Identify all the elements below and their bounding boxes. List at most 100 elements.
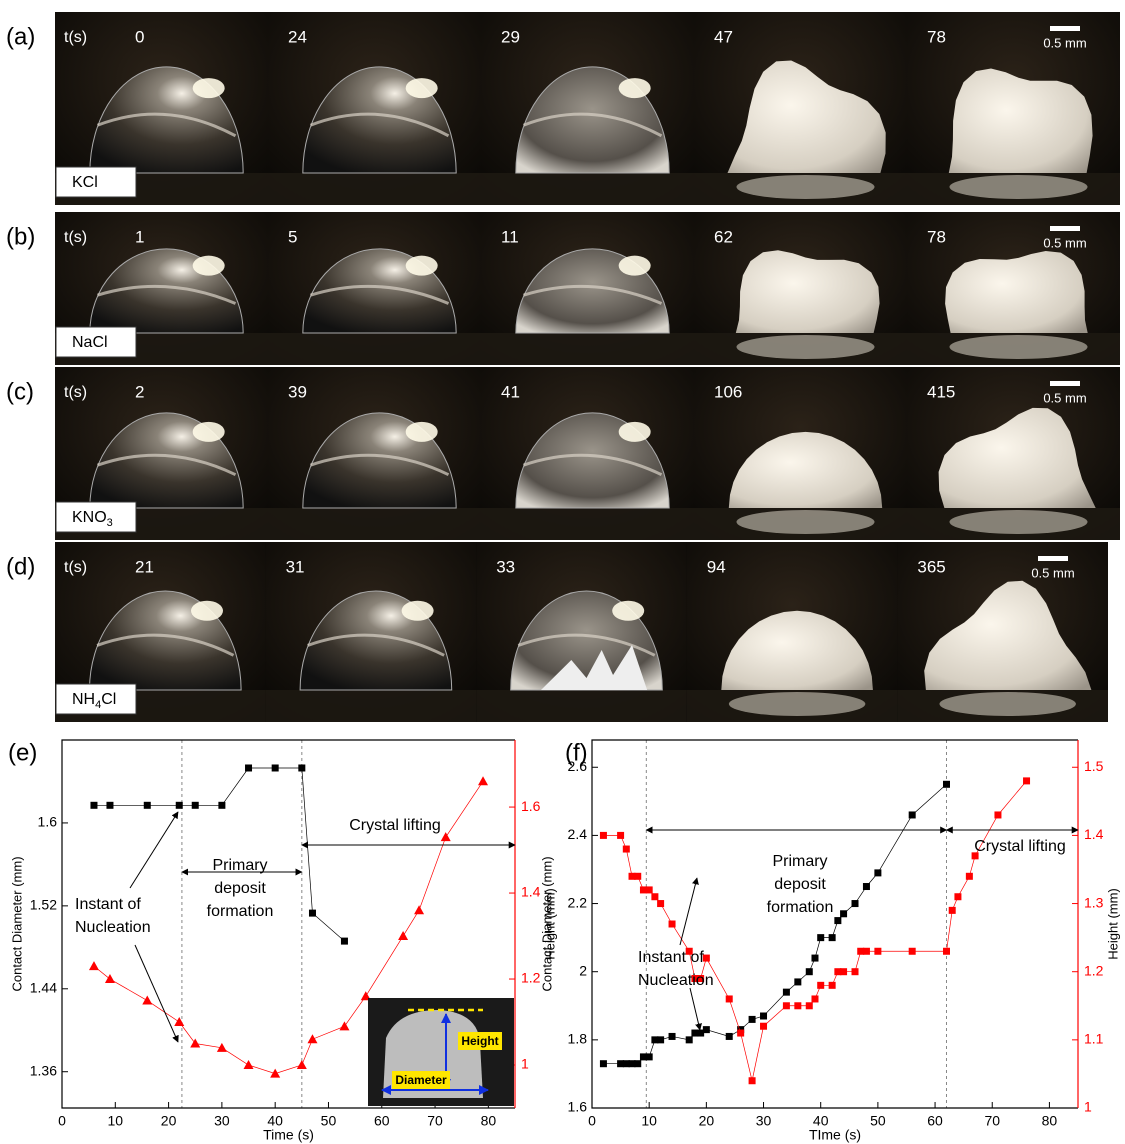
data-point bbox=[909, 948, 916, 955]
data-point bbox=[1023, 777, 1030, 784]
data-point bbox=[245, 764, 252, 771]
data-point bbox=[852, 900, 859, 907]
x-tick-label: 20 bbox=[699, 1113, 715, 1129]
data-point bbox=[478, 776, 488, 785]
y-tick-label: 1.6 bbox=[38, 814, 58, 830]
data-point bbox=[994, 811, 1001, 818]
data-point bbox=[954, 893, 961, 900]
y-tick-label: 1.52 bbox=[30, 897, 57, 913]
data-point bbox=[272, 764, 279, 771]
salt-text: KNO bbox=[72, 509, 107, 526]
data-point bbox=[863, 883, 870, 890]
panel-letter: (e) bbox=[8, 739, 37, 766]
substrate-reflection bbox=[476, 690, 687, 722]
deposit-reflection bbox=[949, 510, 1087, 534]
annotation: Nucleation bbox=[75, 919, 151, 936]
x-axis-label: TIme (s) bbox=[809, 1127, 861, 1143]
data-point bbox=[600, 832, 607, 839]
x-tick-label: 10 bbox=[641, 1113, 657, 1129]
salt-text: NaCl bbox=[72, 334, 108, 351]
scale-bar bbox=[1050, 226, 1080, 231]
x-tick-label: 60 bbox=[927, 1113, 943, 1129]
data-point bbox=[646, 886, 653, 893]
time-label: 11 bbox=[501, 227, 519, 246]
y2-axis-label: Height (mm) bbox=[1105, 888, 1120, 960]
series-line bbox=[603, 781, 1026, 1081]
x-tick-label: 0 bbox=[588, 1113, 596, 1129]
figure: 024294778(a)t(s)0.5 mmKCl15116278(b)t(s)… bbox=[0, 0, 1125, 1144]
time-label: 78 bbox=[927, 227, 946, 246]
t-label: t(s) bbox=[64, 384, 87, 401]
highlight bbox=[193, 256, 225, 276]
highlight bbox=[406, 78, 438, 98]
deposit-reflection bbox=[949, 335, 1087, 359]
y-tick-label: 2 bbox=[579, 962, 587, 978]
data-point bbox=[657, 900, 664, 907]
data-point bbox=[726, 995, 733, 1002]
time-label: 21 bbox=[135, 557, 154, 576]
data-point bbox=[623, 846, 630, 853]
time-label: 62 bbox=[714, 227, 733, 246]
scale-bar bbox=[1050, 26, 1080, 31]
salt-text: NH bbox=[72, 691, 95, 708]
y2-tick-label: 1.2 bbox=[1084, 962, 1104, 978]
y2-tick-label: 1.3 bbox=[1084, 894, 1104, 910]
data-point bbox=[669, 921, 676, 928]
annotation: Instant of bbox=[638, 949, 704, 966]
data-point bbox=[176, 802, 183, 809]
salt-label: NH4Cl bbox=[72, 691, 116, 711]
data-point bbox=[90, 802, 97, 809]
highlight bbox=[619, 422, 651, 442]
highlight bbox=[619, 256, 651, 276]
y2-tick-label: 1 bbox=[521, 1056, 529, 1072]
data-point bbox=[760, 1023, 767, 1030]
deposit-reflection bbox=[736, 510, 874, 534]
y-tick-label: 1.6 bbox=[568, 1099, 588, 1115]
data-point bbox=[966, 873, 973, 880]
panel-letter: (b) bbox=[6, 223, 35, 250]
data-point bbox=[307, 1034, 317, 1043]
y2-tick-label: 1.6 bbox=[521, 798, 541, 814]
salt-text: KCl bbox=[72, 174, 98, 191]
x-tick-label: 50 bbox=[870, 1113, 886, 1129]
y-tick-label: 2.2 bbox=[568, 894, 588, 910]
data-point bbox=[600, 1060, 607, 1067]
annotation: Primary bbox=[772, 853, 827, 870]
substrate-reflection bbox=[481, 333, 694, 365]
annotation: Nucleation bbox=[638, 972, 714, 989]
deposit-reflection bbox=[736, 335, 874, 359]
salt-subscript: 3 bbox=[107, 517, 113, 529]
data-point bbox=[174, 1017, 184, 1026]
data-point bbox=[339, 1021, 349, 1030]
data-point bbox=[874, 869, 881, 876]
substrate-reflection bbox=[268, 173, 481, 205]
time-label: 94 bbox=[707, 557, 726, 576]
x-tick-label: 30 bbox=[756, 1113, 772, 1129]
annotation: Crystal lifting bbox=[349, 817, 441, 834]
data-point bbox=[297, 1060, 307, 1069]
x-tick-label: 60 bbox=[374, 1113, 390, 1129]
data-point bbox=[190, 1039, 200, 1048]
highlight bbox=[406, 256, 438, 276]
substrate-reflection bbox=[268, 333, 481, 365]
time-label: 41 bbox=[501, 382, 520, 401]
highlight bbox=[193, 422, 225, 442]
data-point bbox=[703, 1026, 710, 1033]
panel-letter: (a) bbox=[6, 23, 35, 50]
data-point bbox=[651, 893, 658, 900]
data-point bbox=[749, 1016, 756, 1023]
inset-label: Height bbox=[461, 1034, 498, 1048]
data-point bbox=[829, 934, 836, 941]
y2-tick-label: 1.2 bbox=[521, 970, 541, 986]
y2-tick-label: 1.5 bbox=[1084, 758, 1104, 774]
time-label: 47 bbox=[714, 27, 733, 46]
data-point bbox=[783, 1002, 790, 1009]
y-tick-label: 2.6 bbox=[568, 758, 588, 774]
data-point bbox=[834, 917, 841, 924]
data-point bbox=[669, 1033, 676, 1040]
data-point bbox=[909, 811, 916, 818]
data-point bbox=[218, 802, 225, 809]
data-point bbox=[840, 910, 847, 917]
substrate-reflection bbox=[266, 690, 477, 722]
highlight bbox=[612, 601, 644, 621]
